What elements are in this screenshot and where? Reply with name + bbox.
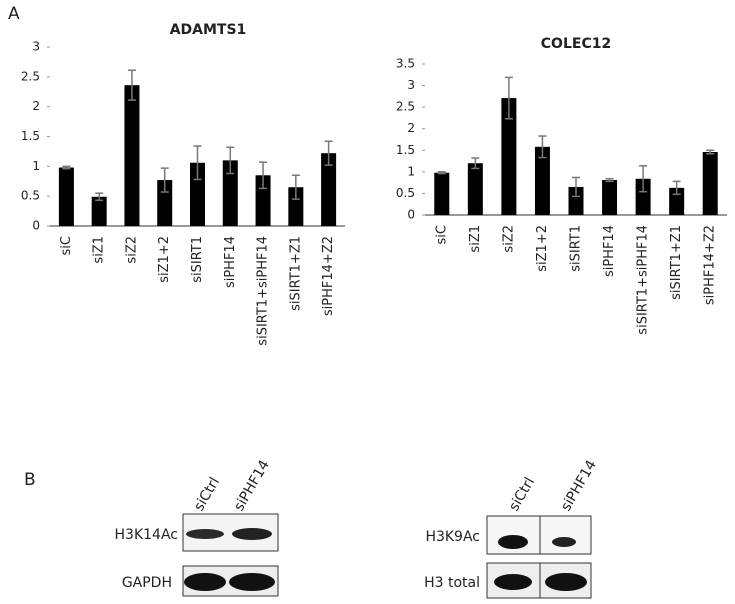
error-bar	[291, 174, 300, 200]
x-tick-label: siZ2	[124, 236, 139, 264]
band	[184, 573, 226, 591]
panel-label: B	[24, 470, 36, 490]
error-bar	[605, 178, 614, 183]
x-tick-label: siSIRT1	[190, 236, 205, 283]
x-tick-label: siPHF14+Z2	[321, 236, 336, 316]
bar	[568, 186, 584, 215]
x-tick-label: siZ1	[468, 225, 483, 253]
error-bar	[672, 180, 681, 196]
bar	[91, 196, 107, 226]
y-tick-label: 3	[32, 40, 40, 54]
row-label: H3 total	[424, 575, 480, 591]
x-tick-label: siZ2	[501, 225, 516, 253]
blot: siCtrl siPHF14 H3K9Ac H3 total	[424, 457, 600, 599]
y-tick-label: 1.5	[21, 129, 40, 143]
bar	[602, 180, 618, 215]
blot: siCtrl siPHF14 H3K14Ac GAPDH	[115, 457, 279, 597]
bar	[222, 160, 238, 226]
error-bar	[160, 167, 169, 193]
row-label: H3K14Ac	[115, 527, 178, 543]
band	[498, 535, 528, 549]
bar	[534, 146, 550, 215]
error-bar	[259, 161, 268, 190]
error-bar	[706, 149, 715, 155]
bar	[124, 85, 140, 226]
y-tick-label: 2	[407, 121, 415, 135]
bar	[434, 172, 450, 215]
lane-label: siPHF14	[231, 457, 273, 514]
y-tick-label: 3.5	[396, 57, 415, 71]
x-tick-label: siPHF14	[223, 236, 238, 288]
bar	[635, 178, 651, 215]
y-tick-label: 0	[32, 219, 40, 233]
error-bar	[324, 140, 333, 166]
error-bar	[95, 192, 104, 202]
y-tick-label: 0.5	[396, 186, 415, 200]
error-bar	[639, 165, 648, 193]
x-tick-label: siSIRT1+siPHF14	[636, 225, 651, 335]
y-tick-label: 1	[407, 164, 415, 178]
bar	[288, 187, 304, 226]
lane-label: siCtrl	[191, 475, 223, 514]
x-tick-label: siPHF14+Z2	[703, 225, 718, 305]
band	[545, 573, 587, 591]
x-tick-label: siZ1+2	[157, 236, 172, 283]
band	[229, 573, 275, 591]
x-tick-label: siC	[434, 225, 449, 244]
x-tick-label: siZ1+2	[535, 225, 550, 272]
error-bar	[62, 165, 71, 170]
error-bar	[471, 157, 480, 170]
y-tick-label: 1.5	[396, 143, 415, 157]
x-tick-label: siSIRT1+siPHF14	[256, 236, 271, 346]
y-tick-label: 0.5	[21, 189, 40, 203]
bar	[702, 152, 718, 215]
bar	[321, 153, 337, 226]
bar	[190, 162, 205, 226]
error-bar	[193, 145, 202, 181]
row-label: GAPDH	[122, 575, 172, 591]
error-bar	[226, 146, 235, 175]
band	[494, 574, 532, 590]
y-tick-label: 1	[32, 159, 40, 173]
chart-title: ADAMTS1	[170, 22, 247, 38]
lane-label: siCtrl	[506, 475, 538, 514]
x-tick-label: siSIRT1+Z1	[288, 236, 303, 311]
error-bar	[538, 135, 547, 159]
y-tick-label: 0	[407, 208, 415, 222]
band	[232, 528, 272, 540]
y-tick-label: 2.5	[21, 69, 40, 83]
y-tick-label: 2	[32, 99, 40, 113]
x-tick-label: siSIRT1	[569, 225, 584, 272]
x-tick-label: siC	[59, 236, 74, 255]
error-bar	[437, 171, 446, 175]
x-tick-label: siPHF14	[602, 225, 617, 277]
error-bar	[127, 69, 136, 101]
x-tick-label: siSIRT1+Z1	[669, 225, 684, 300]
blot-box	[486, 515, 592, 555]
panel-label: A	[8, 4, 20, 24]
band	[186, 529, 224, 539]
bar	[58, 167, 74, 226]
error-bar	[572, 176, 580, 198]
chart-title: COLEC12	[541, 36, 611, 52]
row-label: H3K9Ac	[425, 529, 480, 545]
y-tick-label: 2.5	[396, 100, 415, 114]
y-tick-label: 3	[407, 78, 415, 92]
error-bar	[504, 76, 513, 120]
x-tick-label: siZ1	[92, 236, 107, 264]
band	[552, 537, 576, 547]
bar	[467, 163, 483, 215]
lane-label: siPHF14	[558, 457, 600, 514]
bar	[501, 98, 517, 215]
